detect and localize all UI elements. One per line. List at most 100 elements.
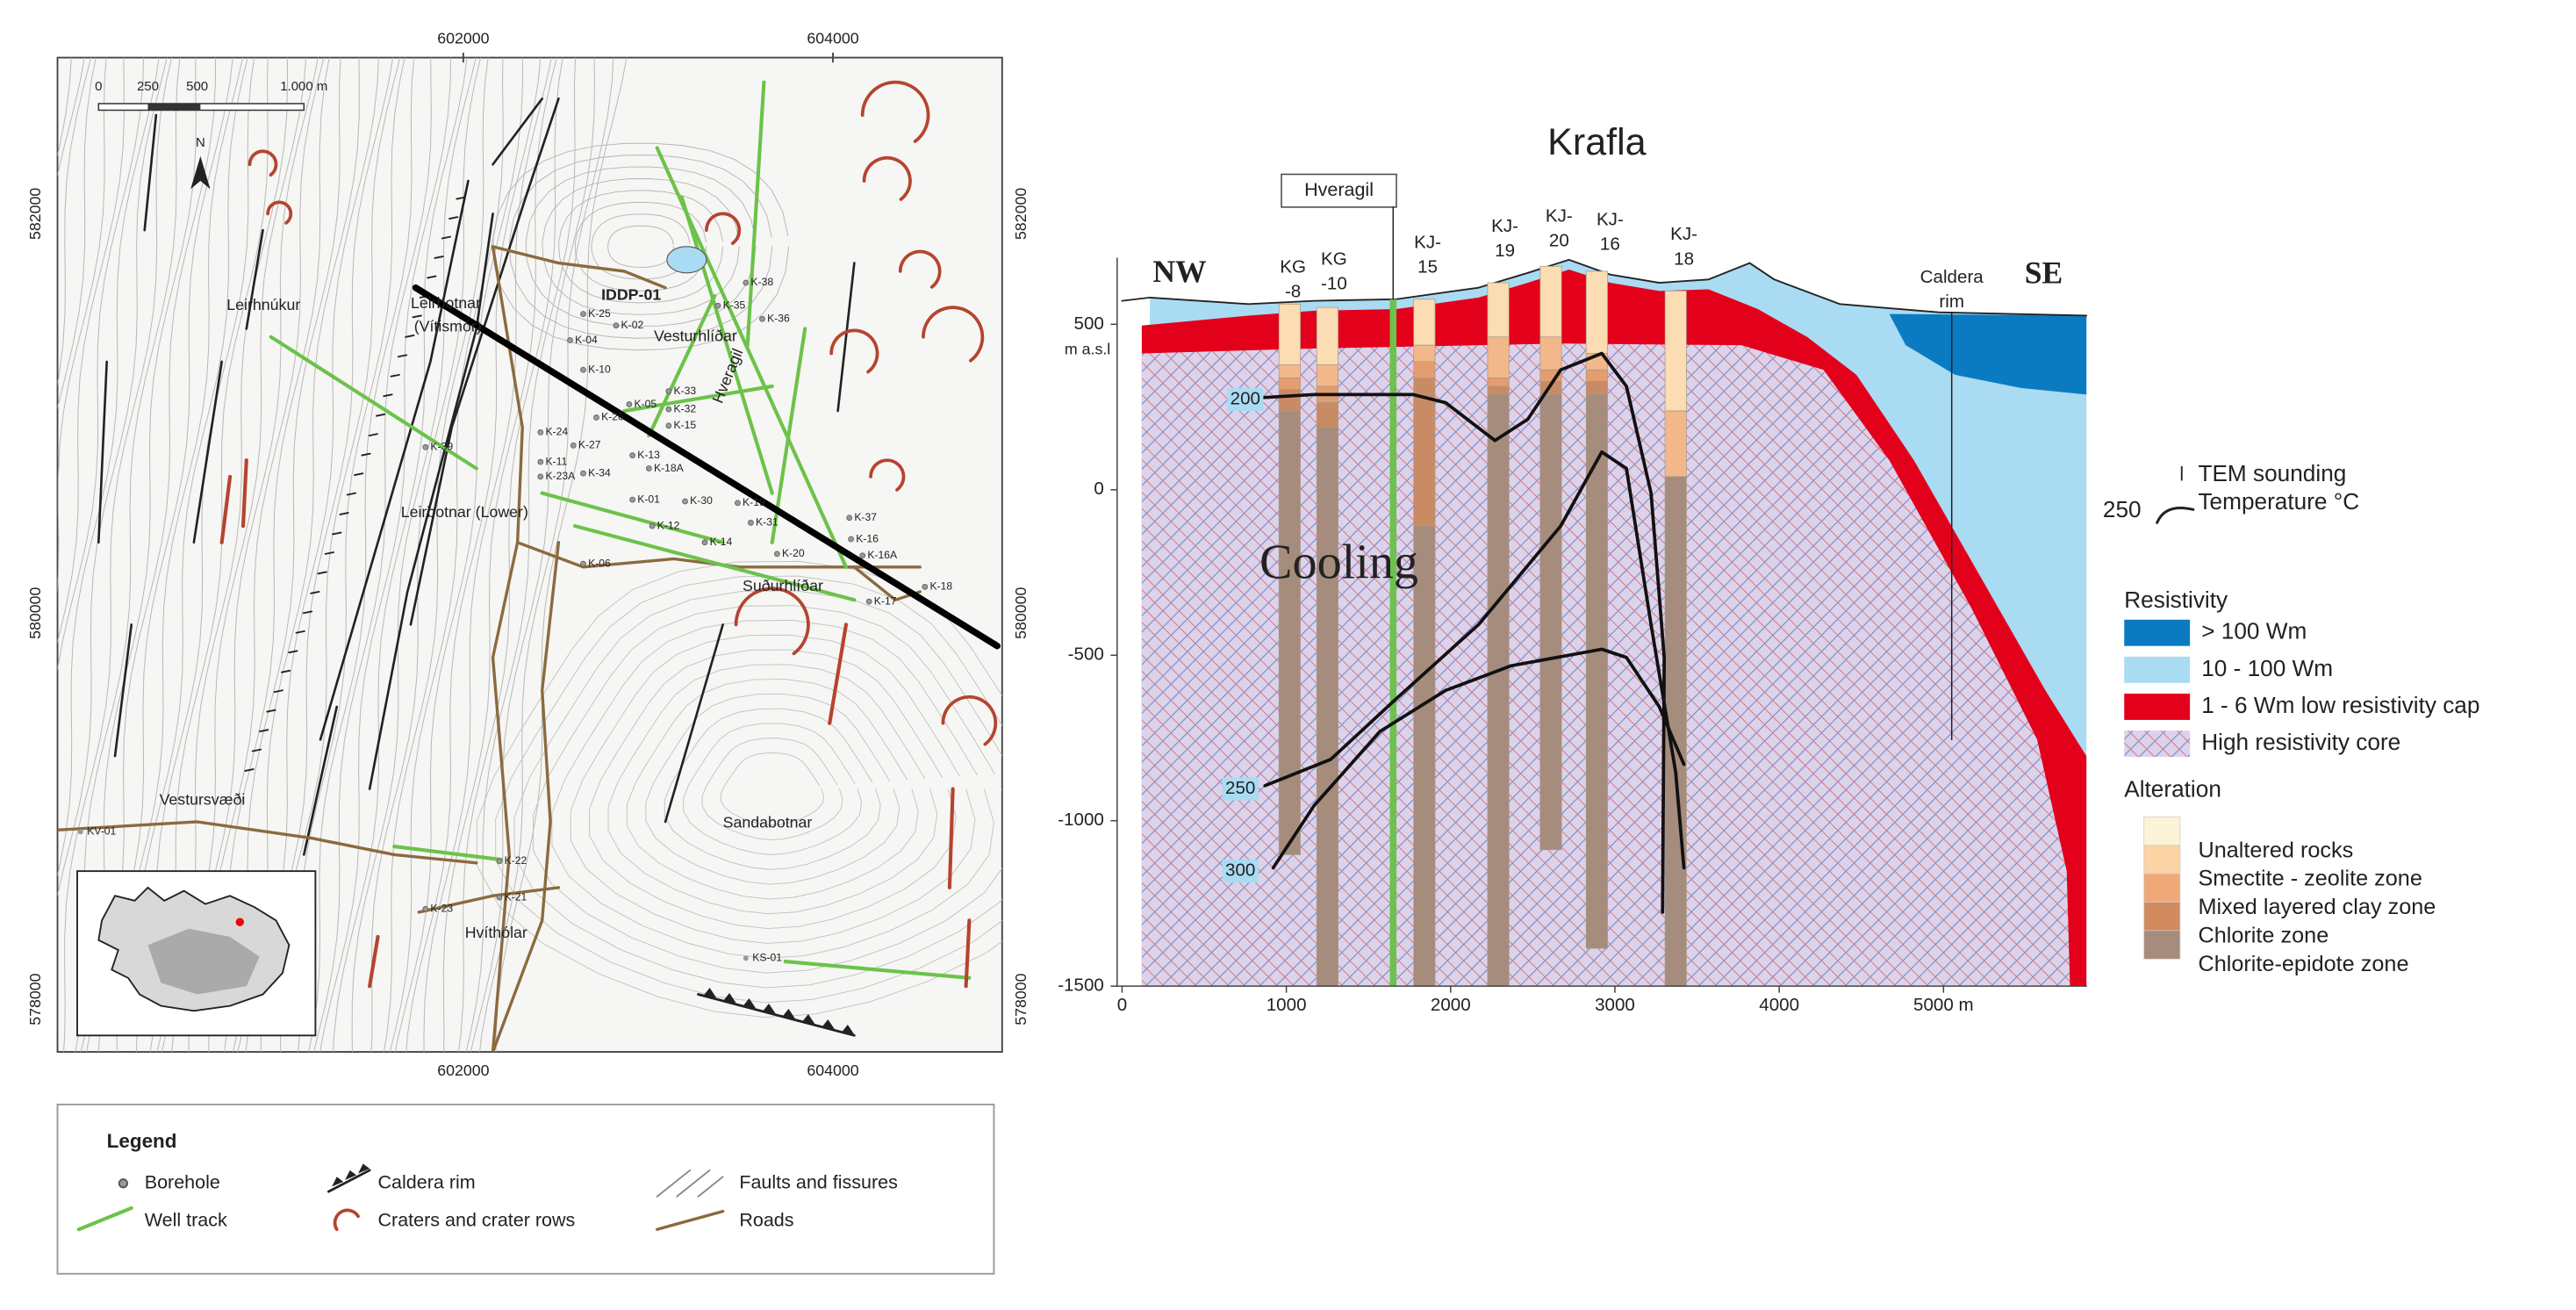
fault-line [409,97,560,626]
fault-line [319,179,470,741]
contour-line [513,590,1002,989]
fault-line [245,228,264,330]
well-label: KG [1280,257,1306,277]
road [491,245,524,1053]
borehole-label: K-34 [588,466,611,479]
borehole [701,539,708,546]
place-label: Leirhnúkur [226,296,300,313]
legend-symbol [332,1177,344,1187]
map-x-label: 602000 [437,1062,489,1079]
well-label: -10 [1321,273,1347,293]
well-segment [1316,402,1338,428]
isotherm [1271,647,1686,870]
place-label: Vestursvæði [160,790,246,808]
well-segment [1539,265,1562,338]
legend-title: Legend [107,1130,177,1152]
fault-tick [456,196,466,200]
borehole-label: K-20 [782,547,805,559]
isotherm-label-bg [1227,387,1264,412]
inset-location [235,918,244,926]
contour-line [351,57,477,1053]
borehole-label: K-33 [673,385,696,397]
map-y-label: 582000 [26,188,44,240]
fault-tick [427,275,437,279]
well-segment [1278,364,1301,378]
y-tick-label: -1500 [1058,975,1104,996]
fault-line [97,360,108,544]
borehole-label: K-31 [756,516,779,529]
fault-line [192,360,224,544]
well-label: -8 [1285,282,1301,302]
place-label: KS-01 [752,952,782,964]
crater-row [240,458,248,529]
crater-row [964,918,972,989]
key-label: High resistivity core [2201,729,2400,755]
borehole [759,315,765,322]
borehole-label: K-38 [750,276,773,288]
y-tick-label: -500 [1068,644,1104,665]
map-y-label: 578000 [26,973,44,1025]
key-label: Smectite - zeolite zone [2198,867,2422,891]
x-tick-label: 5000 m [1913,995,1974,1015]
legend-symbol [656,1169,724,1198]
contour-line [542,178,740,315]
key-swatch [2143,902,2181,932]
north-label: N [196,135,205,150]
well-segment [1413,299,1436,346]
place-label: Suðurhlíðar [743,577,823,594]
contour-line [683,723,863,855]
fault-tick [376,413,386,417]
x-tick-label: 3000 [1595,995,1635,1015]
place-label: Hvíthólar [465,924,527,941]
borehole-label: K-06 [588,557,611,569]
well-track [540,491,725,544]
y-tick-label: -1000 [1058,810,1104,830]
well-label: 20 [1549,231,1569,251]
borehole [665,388,672,394]
well-track [783,960,972,980]
contour-line [57,57,97,410]
key-title: Alteration [2124,775,2221,802]
borehole-label: K-16A [867,549,898,561]
crater-row [947,787,955,889]
hveragil-box [1281,173,1397,208]
borehole [537,429,544,435]
scale-label: 1.000 m [280,79,327,94]
road [417,886,561,914]
contour-line [495,57,628,1053]
well-segment [1539,393,1562,851]
borehole [626,401,633,407]
key-swatch [2143,930,2181,960]
well-segment [1487,393,1510,987]
place-label: Leirbotnar (Lower) [401,503,528,521]
contour-line [57,57,160,877]
borehole [865,598,872,605]
y-tick-label: 500 [1074,313,1104,334]
scale-label: 250 [137,79,159,94]
isotherm [1263,450,1686,870]
caldera-tick [781,1009,795,1019]
well-segment [1278,303,1301,365]
key-swatch [2143,873,2181,903]
fault-line [836,262,856,413]
legend-label: Well track [145,1210,227,1231]
well-segment [1585,380,1608,395]
well-track [392,845,503,862]
crater [869,458,906,492]
crater [860,80,930,143]
contour-line [442,57,557,1053]
cross-section: KG -8 KG -10 KJ- 15 KJ- 19 KJ- 20 KJ- 16 KJ- 18 Hverag… [1058,121,2479,1015]
well-segment [1316,364,1338,387]
legend-symbol [333,1208,360,1232]
borehole [922,583,929,590]
key-label: 10 - 100 Wm [2201,655,2333,681]
borehole [580,366,586,373]
well-segment [1413,525,1436,987]
scale-bar-fill [147,104,201,111]
borehole [682,498,688,505]
key-swatch [2143,845,2181,875]
map-content: K-38 K-35 K-36 K-25 K-02 K-04 K-10 K-33 K-05 K-32… [57,57,1002,1053]
borehole-label: K-23A [545,470,576,482]
lake [666,246,707,274]
